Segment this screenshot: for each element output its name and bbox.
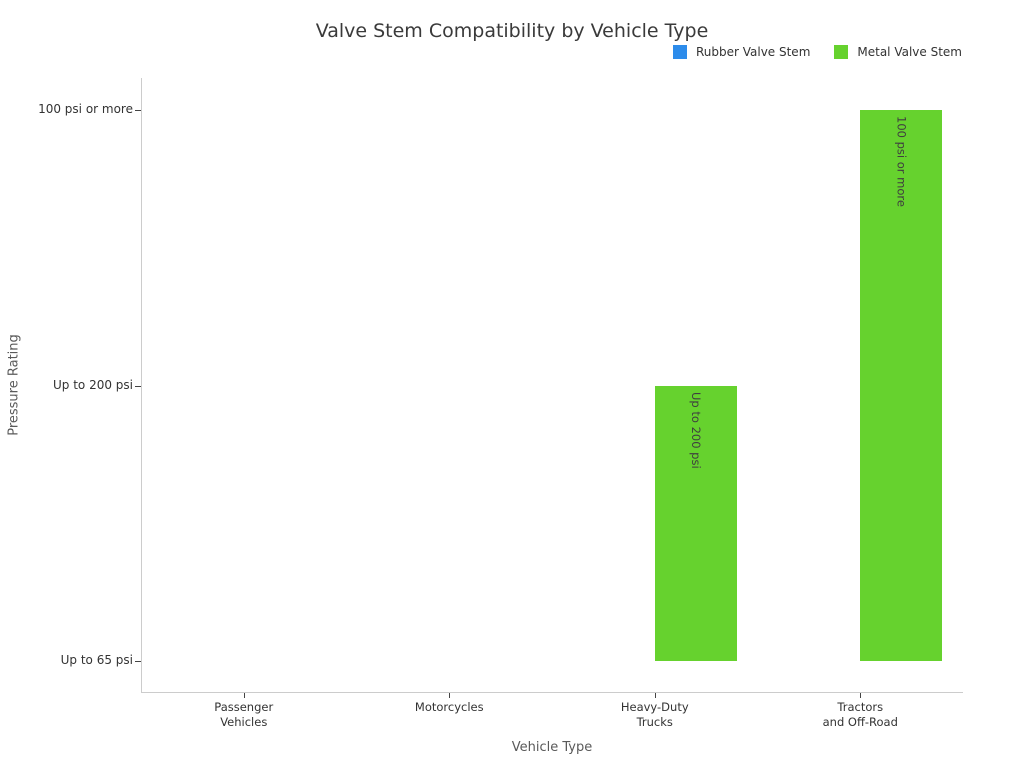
x-axis-title: Vehicle Type <box>511 740 593 755</box>
x-tick-label-passenger-vehicles: Passenger Vehicles <box>214 700 274 729</box>
x-tick-mark <box>243 693 245 698</box>
y-axis-spine <box>141 78 142 692</box>
y-tick-label-up-to-65-psi: Up to 65 psi <box>60 653 133 667</box>
bar-value-label: Up to 200 psi <box>688 391 703 469</box>
legend-swatch-rubber-valve-stem <box>672 45 687 59</box>
y-tick-mark <box>135 110 141 111</box>
x-tick-label-motorcycles: Motorcycles <box>414 700 484 714</box>
legend-label-rubber-valve-stem: Rubber Valve Stem <box>695 45 811 59</box>
y-tick-label-100-psi-or-more: 100 psi or more <box>38 102 133 116</box>
legend-label-metal-valve-stem: Metal Valve Stem <box>857 45 962 59</box>
y-tick-mark <box>135 661 141 662</box>
chart-title: Valve Stem Compatibility by Vehicle Type <box>315 20 709 42</box>
y-tick-label-up-to-200-psi: Up to 200 psi <box>53 377 133 392</box>
x-tick-mark <box>654 693 656 698</box>
x-axis-spine <box>141 692 963 693</box>
legend-item-rubber-valve-stem: Rubber Valve Stem <box>672 45 811 59</box>
legend-swatch-metal-valve-stem <box>834 45 849 59</box>
x-tick-mark <box>449 693 451 698</box>
bar-metal-valve-stem-tractors-and-off-road: 100 psi or more <box>860 110 943 661</box>
bar-metal-valve-stem-heavy-duty-trucks: Up to 200 psi <box>654 385 737 661</box>
bar-value-label: 100 psi or more <box>894 116 909 207</box>
legend: Rubber Valve Stem Metal Valve Stem <box>672 45 962 59</box>
x-tick-label-tractors-and-off-road: Tractors and Off-Road <box>822 700 898 729</box>
y-tick-mark <box>135 385 141 387</box>
y-axis-title: Pressure Rating <box>6 334 22 436</box>
legend-item-metal-valve-stem: Metal Valve Stem <box>834 45 962 59</box>
x-tick-mark <box>860 693 862 698</box>
x-tick-label-heavy-duty-trucks: Heavy-Duty Trucks <box>620 700 689 729</box>
